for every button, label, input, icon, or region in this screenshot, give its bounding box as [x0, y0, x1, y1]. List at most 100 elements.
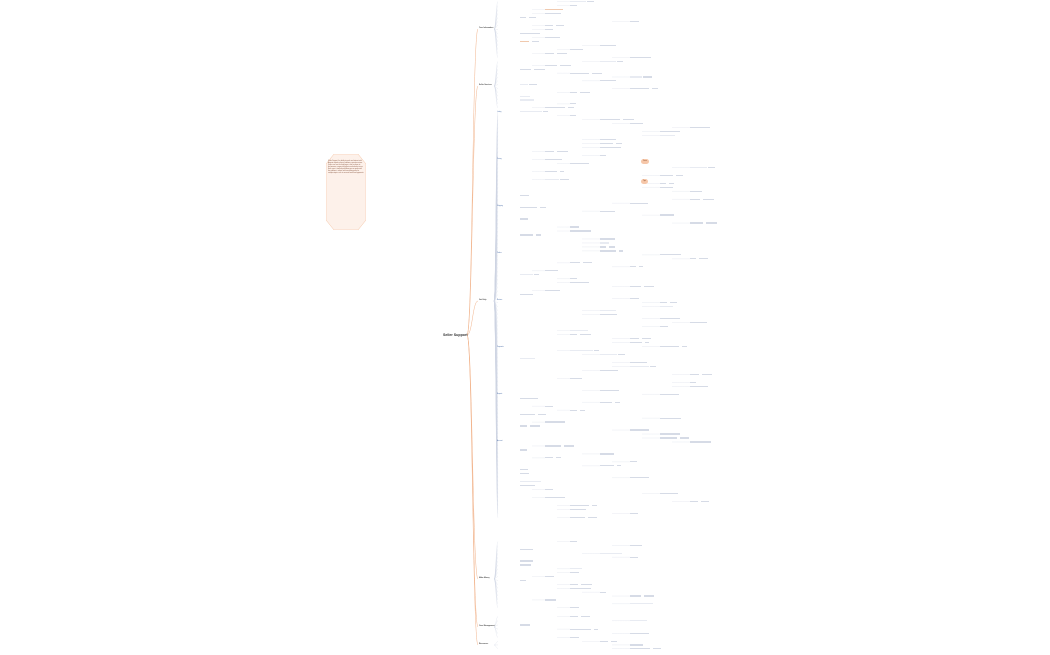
leaf-placeholder[interactable]	[560, 171, 564, 172]
section-label[interactable]: Orders	[497, 253, 502, 255]
leaf-placeholder[interactable]	[520, 624, 530, 625]
leaf-placeholder[interactable]	[630, 477, 649, 478]
leaf-placeholder[interactable]	[520, 564, 531, 565]
leaf-placeholder[interactable]	[630, 513, 638, 514]
leaf-placeholder[interactable]	[520, 207, 537, 208]
leaf-placeholder[interactable]	[660, 302, 667, 303]
leaf-placeholder[interactable]	[660, 306, 673, 307]
branch-node[interactable]: Get Help	[479, 300, 486, 302]
leaf-placeholder[interactable]	[600, 453, 614, 454]
leaf-placeholder[interactable]	[630, 429, 649, 430]
leaf-placeholder[interactable]	[570, 541, 577, 542]
leaf-placeholder[interactable]	[615, 402, 620, 403]
leaf-placeholder[interactable]	[556, 457, 561, 458]
leaf-placeholder[interactable]	[570, 163, 589, 164]
section-label[interactable]: Reports	[497, 394, 502, 396]
leaf-placeholder[interactable]	[520, 234, 533, 235]
leaf-placeholder[interactable]	[706, 222, 717, 223]
leaf-placeholder[interactable]	[534, 69, 545, 70]
leaf-placeholder[interactable]	[570, 282, 589, 283]
section-label[interactable]: Returns	[497, 300, 502, 302]
leaf-placeholder[interactable]	[520, 294, 533, 295]
leaf-placeholder[interactable]	[619, 250, 623, 251]
leaf-placeholder[interactable]	[545, 599, 556, 600]
leaf-placeholder[interactable]	[630, 362, 647, 363]
leaf-placeholder[interactable]	[545, 107, 565, 108]
leaf-placeholder[interactable]	[570, 505, 589, 506]
leaf-placeholder[interactable]	[564, 445, 574, 446]
leaf-placeholder[interactable]	[653, 648, 661, 649]
leaf-placeholder[interactable]	[580, 334, 591, 335]
leaf-placeholder[interactable]	[617, 61, 623, 62]
leaf-placeholder[interactable]	[520, 425, 527, 426]
leaf-placeholder[interactable]	[660, 318, 680, 319]
leaf-placeholder[interactable]	[545, 37, 560, 38]
leaf-placeholder[interactable]	[570, 92, 577, 93]
leaf-placeholder[interactable]	[600, 402, 612, 403]
leaf-placeholder[interactable]	[545, 159, 562, 160]
leaf-placeholder[interactable]	[630, 203, 648, 204]
leaf-placeholder[interactable]	[650, 366, 656, 367]
leaf-placeholder[interactable]	[630, 88, 649, 89]
leaf-placeholder[interactable]	[557, 53, 567, 54]
leaf-placeholder[interactable]	[570, 637, 579, 638]
leaf-placeholder[interactable]	[600, 592, 606, 593]
leaf-placeholder[interactable]	[690, 222, 703, 223]
leaf-placeholder[interactable]	[630, 76, 642, 77]
leaf-placeholder[interactable]	[545, 9, 563, 10]
leaf-placeholder[interactable]	[520, 99, 534, 100]
leaf-placeholder[interactable]	[600, 155, 606, 156]
leaf-placeholder[interactable]	[639, 266, 643, 267]
leaf-placeholder[interactable]	[600, 139, 616, 140]
leaf-placeholder[interactable]	[588, 517, 597, 518]
leaf-placeholder[interactable]	[600, 119, 620, 120]
leaf-placeholder[interactable]	[520, 41, 529, 42]
leaf-placeholder[interactable]	[652, 88, 658, 89]
leaf-placeholder[interactable]	[570, 330, 588, 331]
leaf-placeholder[interactable]	[545, 489, 553, 490]
leaf-placeholder[interactable]	[570, 115, 576, 116]
pill-node[interactable]: Tips	[641, 179, 648, 184]
leaf-placeholder[interactable]	[630, 595, 641, 596]
leaf-placeholder[interactable]	[676, 175, 683, 176]
section-label[interactable]: Account	[497, 441, 502, 443]
leaf-placeholder[interactable]	[520, 218, 528, 219]
leaf-placeholder[interactable]	[611, 641, 617, 642]
leaf-placeholder[interactable]	[520, 481, 541, 482]
leaf-placeholder[interactable]	[642, 338, 651, 339]
leaf-placeholder[interactable]	[660, 394, 679, 395]
leaf-placeholder[interactable]	[690, 441, 711, 442]
leaf-placeholder[interactable]	[600, 553, 622, 554]
leaf-placeholder[interactable]	[690, 322, 707, 323]
leaf-placeholder[interactable]	[630, 545, 642, 546]
leaf-placeholder[interactable]	[600, 314, 617, 315]
leaf-placeholder[interactable]	[690, 382, 696, 383]
leaf-placeholder[interactable]	[630, 57, 651, 58]
leaf-placeholder[interactable]	[520, 580, 526, 581]
leaf-placeholder[interactable]	[540, 207, 546, 208]
leaf-placeholder[interactable]	[545, 29, 553, 30]
leaf-placeholder[interactable]	[570, 5, 577, 6]
section-label[interactable]: Listing	[497, 112, 501, 114]
leaf-placeholder[interactable]	[690, 258, 696, 259]
leaf-placeholder[interactable]	[520, 358, 535, 359]
leaf-placeholder[interactable]	[581, 616, 590, 617]
leaf-placeholder[interactable]	[660, 214, 674, 215]
leaf-placeholder[interactable]	[660, 493, 678, 494]
leaf-placeholder[interactable]	[520, 69, 531, 70]
leaf-placeholder[interactable]	[616, 143, 622, 144]
leaf-placeholder[interactable]	[703, 199, 714, 200]
leaf-placeholder[interactable]	[690, 386, 708, 387]
leaf-placeholder[interactable]	[545, 25, 553, 26]
pill-node[interactable]: Case	[641, 159, 649, 164]
leaf-placeholder[interactable]	[660, 437, 677, 438]
leaf-placeholder[interactable]	[520, 414, 535, 415]
leaf-placeholder[interactable]	[600, 238, 615, 239]
leaf-placeholder[interactable]	[520, 473, 529, 474]
branch-node[interactable]: Make Money	[479, 578, 490, 580]
branch-node[interactable]: Case Management	[479, 626, 495, 628]
leaf-placeholder[interactable]	[670, 302, 677, 303]
leaf-placeholder[interactable]	[600, 143, 613, 144]
leaf-placeholder[interactable]	[545, 457, 553, 458]
leaf-placeholder[interactable]	[708, 167, 715, 168]
